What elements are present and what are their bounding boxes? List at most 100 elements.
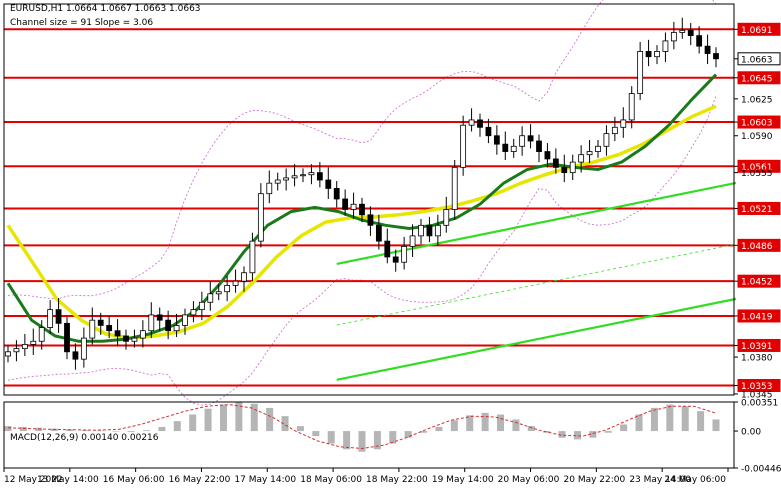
price-panel-frame: [3, 3, 735, 396]
candle-body: [359, 203, 365, 216]
candle-body: [426, 224, 433, 237]
candle-body: [266, 182, 273, 195]
x-tick-label: 16 May 22:00: [169, 475, 231, 485]
y-tick-label: 1.0625: [741, 95, 773, 105]
candle-body: [519, 135, 526, 147]
candle-body: [156, 314, 163, 321]
x-tick-label: 18 May 06:00: [300, 475, 362, 485]
macd-bar: [358, 431, 366, 452]
macd-bar: [250, 403, 258, 432]
candle-body: [595, 145, 601, 152]
candle-body: [316, 172, 323, 181]
macd-bar: [81, 430, 89, 432]
macd-bar: [620, 424, 628, 432]
macd-bar: [558, 431, 566, 438]
candle-body: [375, 224, 382, 242]
candle-body: [283, 177, 290, 181]
candle-body: [510, 145, 517, 152]
macd-bar: [635, 414, 643, 432]
x-tick-label: 20 May 06:00: [498, 475, 560, 485]
candle-body: [241, 272, 247, 282]
candle-body: [257, 193, 264, 242]
candle-body: [21, 344, 28, 350]
y-tick-label: 1.0645: [741, 74, 773, 84]
candle-body: [409, 235, 416, 247]
macd-bar: [158, 426, 166, 432]
macd-bar: [343, 431, 351, 450]
candle-body: [131, 337, 138, 342]
candle-body: [679, 29, 686, 33]
candle-body: [342, 198, 349, 210]
candle-body: [552, 158, 559, 168]
candle-body: [55, 309, 62, 324]
level-tag: [737, 159, 781, 173]
candle-body: [274, 179, 281, 184]
candle-body: [384, 240, 391, 258]
x-tick-label: 13 May 14:00: [37, 475, 99, 485]
macd-bar: [666, 404, 674, 432]
candle-body: [536, 140, 542, 152]
candle-body: [224, 284, 231, 293]
x-tick-label: 24 May 06:00: [664, 475, 726, 485]
x-tick-label: 18 May 22:00: [366, 475, 428, 485]
candle-body: [645, 51, 652, 58]
level-tag: [737, 115, 781, 129]
macd-bar: [266, 407, 274, 432]
macd-bar: [373, 431, 381, 450]
macd-bar: [697, 411, 705, 432]
current-price-tag: [737, 52, 781, 66]
macd-label: MACD(12,26,9) 0.00140 0.00216: [10, 433, 159, 443]
candle-body: [392, 256, 399, 263]
candle-body: [232, 280, 239, 286]
macd-bar: [19, 426, 27, 432]
y-tick-label: 1.0555: [741, 169, 773, 179]
candle-body: [477, 119, 483, 128]
candle-body: [434, 224, 441, 237]
level-tag: [737, 309, 781, 323]
y-tick-label: 1.0419: [741, 312, 773, 322]
x-tick-label: 23 May 14:00: [629, 475, 691, 485]
macd-y-tick-label: 0.00: [741, 428, 761, 438]
macd-bar: [96, 430, 104, 432]
candle-body: [308, 172, 315, 176]
y-tick-label: 1.0663: [741, 55, 773, 65]
candle-body: [173, 325, 180, 332]
candle-body: [704, 45, 711, 54]
macd-bar: [127, 431, 135, 432]
candle-body: [190, 309, 197, 316]
macd-bar: [497, 414, 505, 432]
candle-body: [502, 143, 509, 152]
y-tick-label: 1.0391: [741, 342, 773, 352]
macd-bar: [604, 431, 612, 433]
candle-body: [687, 29, 694, 37]
candle-body: [578, 154, 585, 163]
macd-bar: [404, 431, 412, 438]
macd-bar: [512, 419, 520, 432]
macd-bar: [66, 429, 74, 432]
candle-body: [544, 151, 551, 160]
x-tick-label: 12 May 2022: [4, 475, 63, 485]
y-tick-label: 1.0590: [741, 132, 773, 142]
candle-body: [418, 224, 424, 237]
candle-body: [460, 124, 467, 168]
y-tick-label: 1.0521: [741, 205, 773, 215]
macd-bar: [681, 406, 689, 432]
y-tick-label: 1.0691: [741, 26, 773, 36]
candle-body: [670, 32, 677, 42]
x-tick-label: 20 May 22:00: [564, 475, 626, 485]
candle-body: [468, 119, 475, 126]
candle-body: [97, 319, 104, 326]
macd-bar: [296, 426, 304, 432]
macd-bar: [589, 431, 597, 438]
x-tick-label: 17 May 14:00: [234, 475, 296, 485]
macd-bar: [650, 407, 658, 432]
macd-bar: [712, 419, 720, 432]
candle-body: [291, 175, 298, 179]
macd-bar: [420, 431, 428, 433]
macd-y-tick-label: -0.00446: [741, 465, 781, 475]
candle-body: [401, 245, 408, 263]
candle-body: [207, 293, 214, 303]
y-tick-label: 1.0486: [741, 242, 773, 252]
candle-body: [443, 209, 450, 226]
symbol-header: EURUSD,H1 1.0664 1.0667 1.0663 1.0663: [10, 4, 201, 14]
